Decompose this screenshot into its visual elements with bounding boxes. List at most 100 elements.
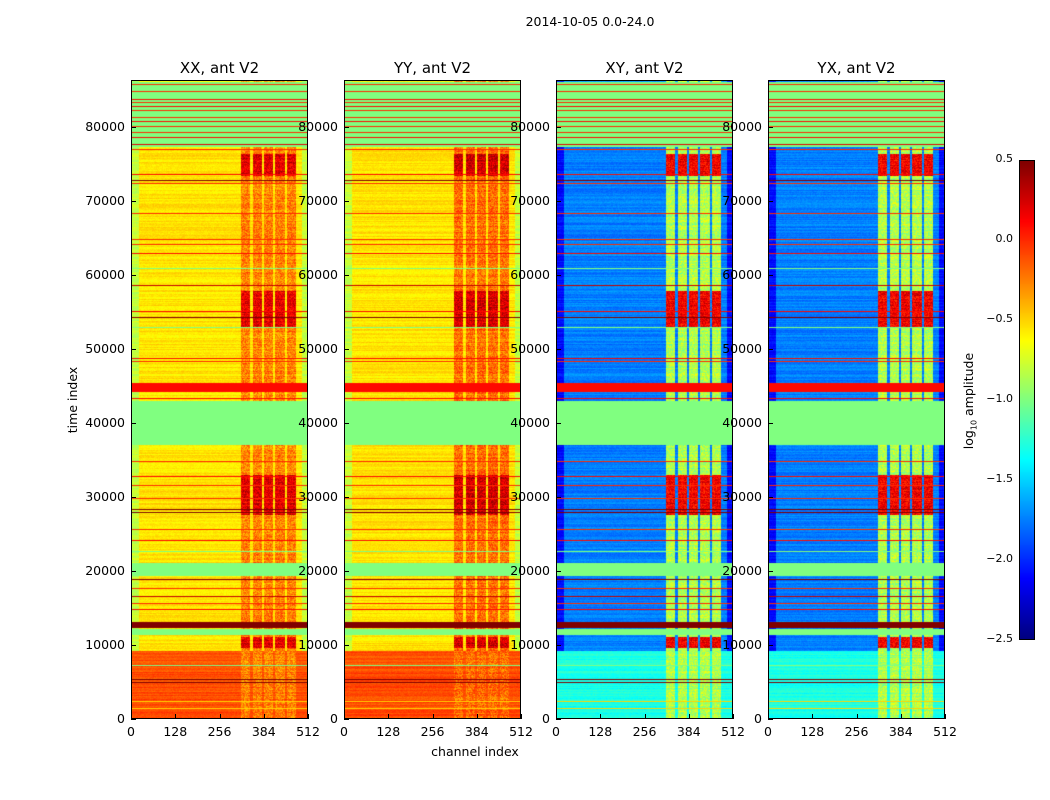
colorbar-label-prefix: log bbox=[961, 430, 976, 450]
x-tick-label: 384 bbox=[888, 724, 913, 739]
panel-title: XX, ant V2 bbox=[179, 59, 260, 77]
x-tick-label: 384 bbox=[676, 724, 701, 739]
y-tick-mark bbox=[768, 645, 773, 647]
y-tick-mark bbox=[556, 349, 561, 351]
heatmap-image bbox=[345, 81, 520, 718]
y-tick-mark bbox=[131, 571, 136, 573]
colorbar-tick-label: −1.5 bbox=[986, 472, 1013, 485]
y-tick-label: 20000 bbox=[298, 563, 338, 579]
y-tick-label: 50000 bbox=[298, 341, 338, 357]
y-tick-mark bbox=[131, 127, 136, 129]
y-tick-label: 10000 bbox=[510, 637, 550, 653]
x-tick-mark bbox=[175, 714, 177, 719]
x-tick-label: 0 bbox=[764, 724, 772, 739]
y-tick-mark bbox=[556, 645, 561, 647]
y-tick-label: 20000 bbox=[510, 563, 550, 579]
colorbar-label-suffix: amplitude bbox=[961, 352, 976, 420]
x-tick-mark bbox=[432, 714, 434, 719]
y-tick-label: 60000 bbox=[510, 267, 550, 283]
y-tick-mark bbox=[556, 497, 561, 499]
heatmap-panel bbox=[556, 80, 733, 719]
panel-title: YY, ant V2 bbox=[393, 59, 471, 77]
y-tick-label: 30000 bbox=[85, 489, 125, 505]
y-tick-mark bbox=[344, 275, 349, 277]
heatmap-image bbox=[769, 81, 944, 718]
y-tick-label: 70000 bbox=[298, 193, 338, 209]
y-tick-mark bbox=[131, 275, 136, 277]
y-tick-label: 40000 bbox=[85, 415, 125, 431]
y-tick-label: 70000 bbox=[722, 193, 762, 209]
panel-title: YX, ant V2 bbox=[817, 59, 896, 77]
heatmap-panel bbox=[344, 80, 521, 719]
y-tick-label: 80000 bbox=[298, 119, 338, 135]
y-tick-mark bbox=[768, 497, 773, 499]
x-tick-label: 384 bbox=[464, 724, 489, 739]
y-tick-label: 50000 bbox=[85, 341, 125, 357]
y-tick-mark bbox=[768, 127, 773, 129]
y-tick-mark bbox=[344, 719, 349, 720]
y-tick-label: 30000 bbox=[510, 489, 550, 505]
heatmap-panel bbox=[131, 80, 308, 719]
x-tick-label: 256 bbox=[207, 724, 232, 739]
y-tick-mark bbox=[768, 719, 773, 720]
x-tick-label: 0 bbox=[340, 724, 348, 739]
y-tick-label: 20000 bbox=[722, 563, 762, 579]
y-tick-mark bbox=[344, 349, 349, 351]
x-tick-mark bbox=[644, 714, 646, 719]
y-tick-label: 70000 bbox=[510, 193, 550, 209]
y-tick-mark bbox=[131, 645, 136, 647]
y-tick-mark bbox=[556, 201, 561, 203]
x-tick-mark bbox=[476, 714, 478, 719]
heatmap-image bbox=[132, 81, 307, 718]
x-tick-label: 128 bbox=[163, 724, 188, 739]
x-tick-mark bbox=[219, 714, 221, 719]
x-tick-mark bbox=[733, 714, 734, 719]
colorbar-tick-label: −0.5 bbox=[986, 312, 1013, 325]
x-tick-mark bbox=[856, 714, 858, 719]
x-axis-label: channel index bbox=[431, 744, 519, 759]
y-tick-label: 40000 bbox=[298, 415, 338, 431]
colorbar-label-subscript: 10 bbox=[969, 419, 979, 431]
x-tick-mark bbox=[688, 714, 690, 719]
y-tick-mark bbox=[556, 127, 561, 129]
panel-title: XY, ant V2 bbox=[605, 59, 684, 77]
x-tick-label: 0 bbox=[127, 724, 135, 739]
y-tick-label: 60000 bbox=[722, 267, 762, 283]
y-tick-mark bbox=[768, 571, 773, 573]
x-tick-mark bbox=[812, 714, 814, 719]
x-tick-label: 128 bbox=[376, 724, 401, 739]
colorbar-tick-label: −2.0 bbox=[986, 552, 1013, 565]
x-tick-mark bbox=[521, 714, 522, 719]
y-tick-mark bbox=[768, 423, 773, 425]
colorbar-tick-label: −2.5 bbox=[986, 632, 1013, 645]
y-tick-label: 50000 bbox=[510, 341, 550, 357]
y-tick-mark bbox=[131, 201, 136, 203]
y-tick-label: 20000 bbox=[85, 563, 125, 579]
colorbar bbox=[1019, 160, 1035, 640]
y-tick-label: 50000 bbox=[722, 341, 762, 357]
y-tick-label: 0 bbox=[754, 711, 762, 726]
y-tick-label: 10000 bbox=[298, 637, 338, 653]
y-tick-mark bbox=[344, 127, 349, 129]
y-tick-mark bbox=[131, 349, 136, 351]
y-tick-label: 70000 bbox=[85, 193, 125, 209]
x-tick-label: 384 bbox=[251, 724, 276, 739]
x-tick-mark bbox=[131, 714, 132, 719]
y-tick-mark bbox=[344, 423, 349, 425]
y-tick-label: 0 bbox=[330, 711, 338, 726]
x-tick-mark bbox=[263, 714, 265, 719]
y-tick-mark bbox=[556, 423, 561, 425]
y-tick-label: 0 bbox=[542, 711, 550, 726]
y-tick-mark bbox=[768, 275, 773, 277]
figure-title: 2014-10-05 0.0-24.0 bbox=[525, 14, 655, 29]
y-tick-mark bbox=[131, 423, 136, 425]
y-tick-label: 80000 bbox=[85, 119, 125, 135]
x-tick-label: 0 bbox=[552, 724, 560, 739]
y-tick-label: 10000 bbox=[722, 637, 762, 653]
y-tick-label: 60000 bbox=[298, 267, 338, 283]
x-tick-label: 512 bbox=[296, 724, 320, 739]
y-tick-mark bbox=[131, 719, 136, 720]
y-tick-mark bbox=[768, 349, 773, 351]
x-tick-mark bbox=[900, 714, 902, 719]
